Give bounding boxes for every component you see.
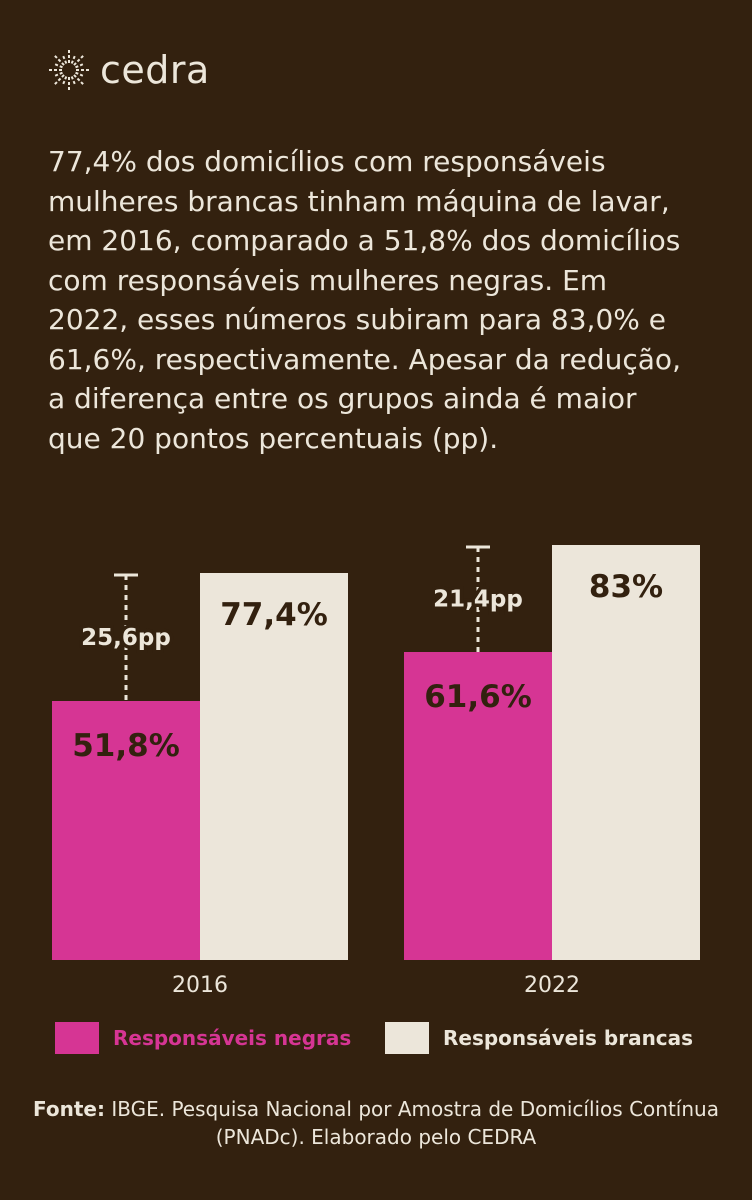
intro-paragraph: 77,4% dos domicílios com responsáveis mu… bbox=[48, 145, 681, 455]
source-note: Fonte: IBGE. Pesquisa Nacional por Amost… bbox=[20, 1095, 732, 1151]
bar-chart: 51,8% 77,4% 25,6pp 2016 61,6% 83% 21,4pp 2022 bbox=[52, 545, 700, 998]
x-tick-label-2016: 2016 bbox=[172, 973, 228, 998]
source-prefix: Fonte: bbox=[33, 1097, 105, 1121]
value-label-negras-2022: 61,6% bbox=[424, 679, 532, 715]
gap-label-2016: 25,6pp bbox=[81, 625, 171, 651]
brand-logo: cedra bbox=[46, 42, 210, 98]
legend-item-negras: Responsáveis negras bbox=[55, 1022, 351, 1054]
source-text: IBGE. Pesquisa Nacional por Amostra de D… bbox=[104, 1097, 719, 1149]
bar-brancas-2022 bbox=[552, 545, 700, 960]
brand-name: cedra bbox=[100, 48, 210, 92]
legend-label-negras: Responsáveis negras bbox=[113, 1026, 352, 1050]
value-label-negras-2016: 51,8% bbox=[72, 728, 180, 764]
value-label-brancas-2022: 83% bbox=[589, 569, 663, 605]
legend-label-brancas: Responsáveis brancas bbox=[443, 1026, 694, 1050]
gap-label-2022: 21,4pp bbox=[433, 587, 523, 613]
sunburst-icon bbox=[48, 49, 90, 91]
bar-negras-2022 bbox=[404, 652, 552, 960]
legend-swatch-brancas bbox=[385, 1022, 429, 1054]
legend-item-brancas: Responsáveis brancas bbox=[385, 1022, 693, 1054]
legend: Responsáveis negras Responsáveis brancas bbox=[55, 1022, 715, 1056]
legend-swatch-negras bbox=[55, 1022, 99, 1054]
bar-negras-2016 bbox=[52, 701, 200, 960]
x-tick-label-2022: 2022 bbox=[524, 973, 580, 998]
bar-brancas-2016 bbox=[200, 573, 348, 960]
value-label-brancas-2016: 77,4% bbox=[220, 597, 328, 633]
